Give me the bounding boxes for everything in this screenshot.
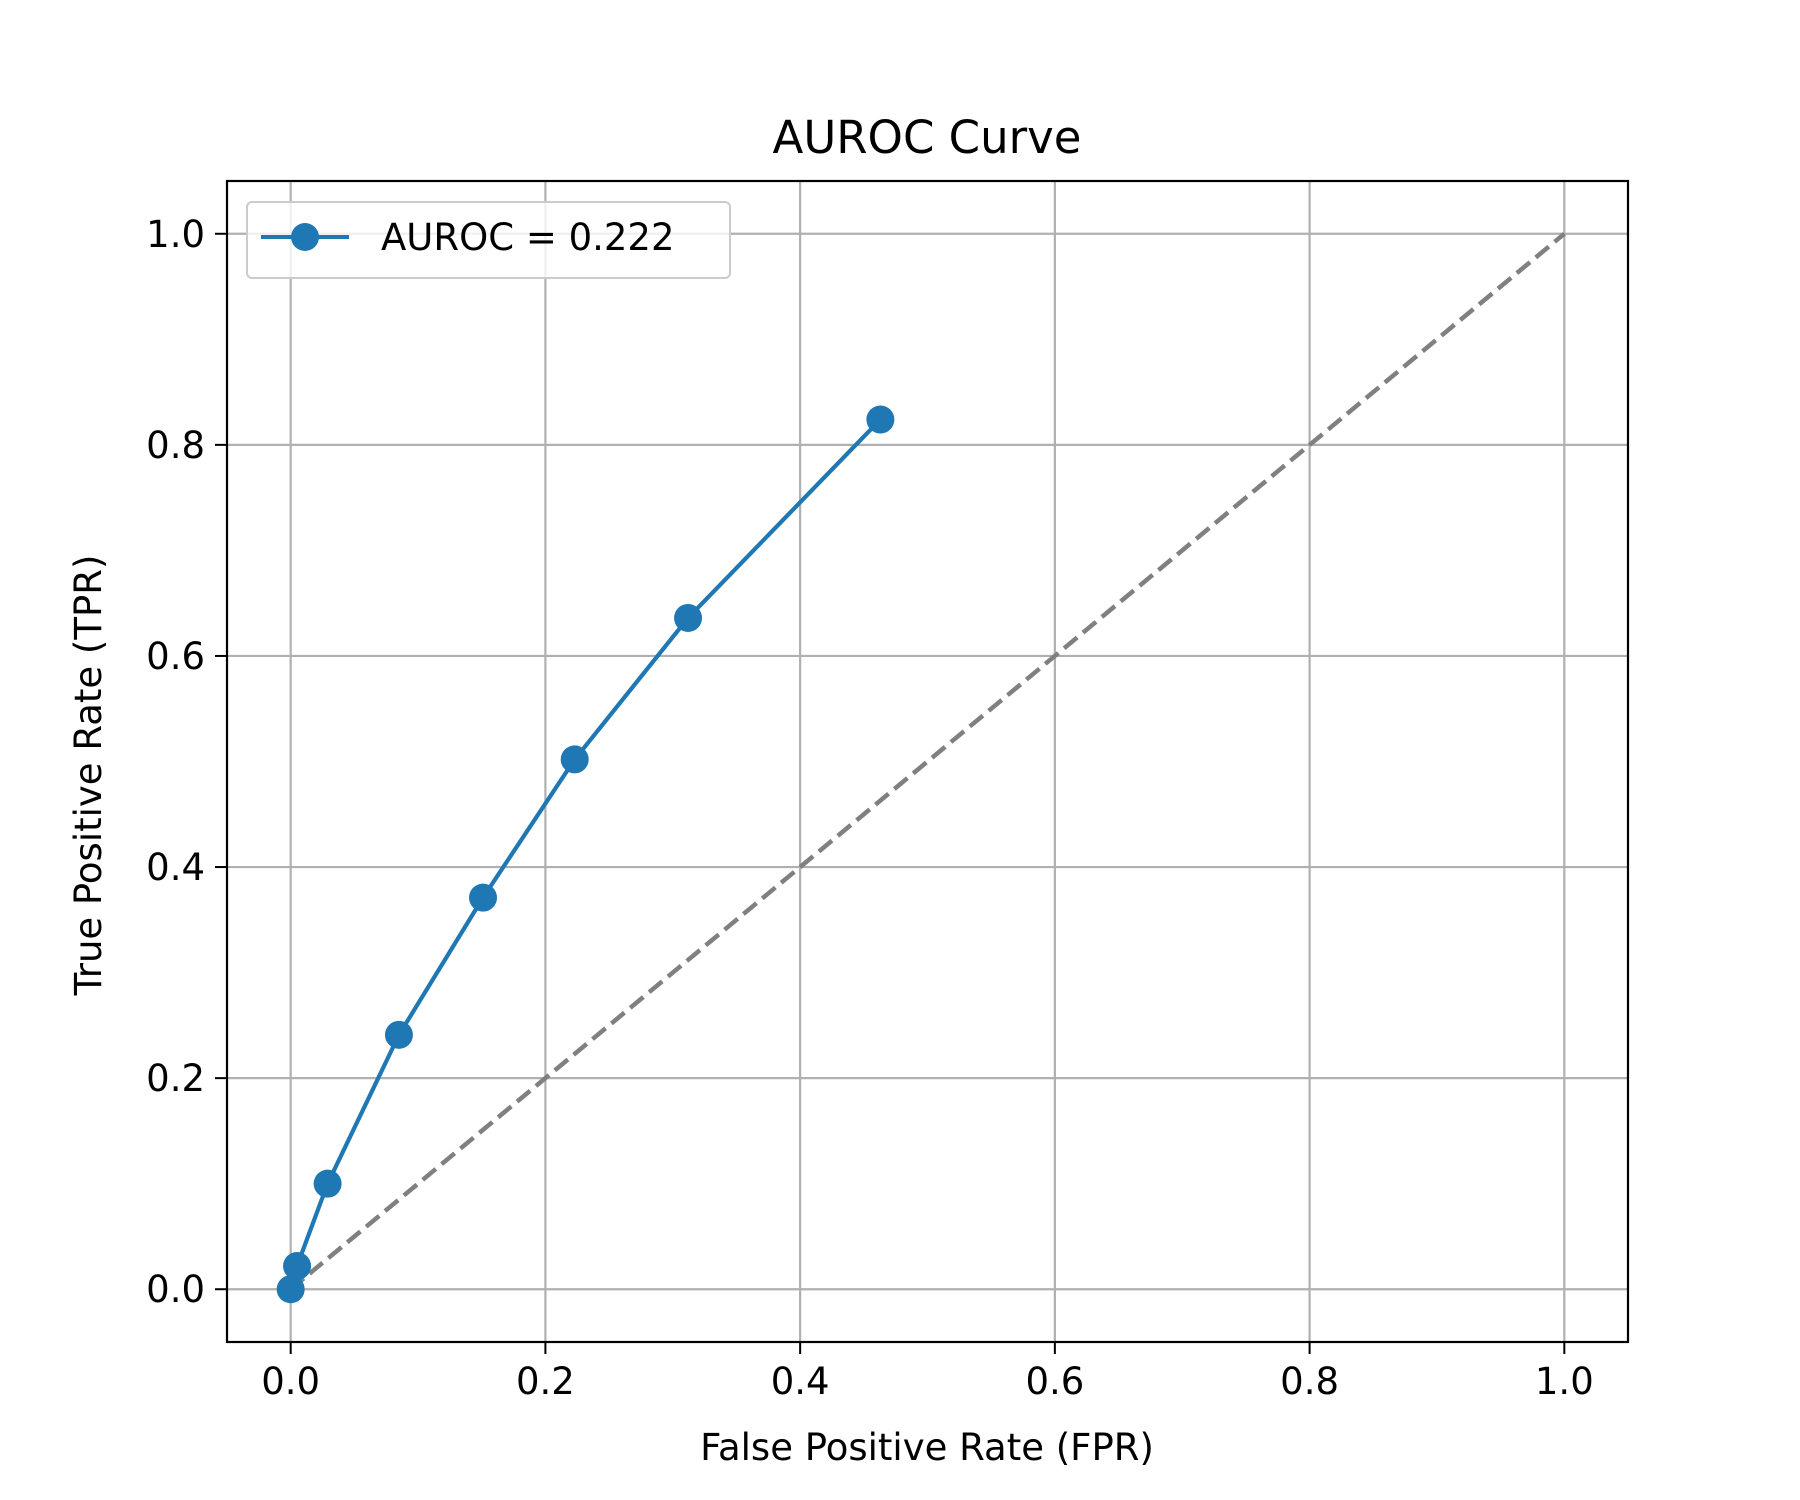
roc-point [560,745,589,774]
x-tick-label: 0.4 [771,1360,830,1403]
x-tick-label: 1.0 [1535,1360,1594,1403]
legend: AUROC = 0.222 [246,201,731,279]
y-tick-label: 0.8 [146,424,205,467]
reference-line-group [289,232,1566,1291]
grid [227,181,1628,1342]
x-tick-label: 0.8 [1280,1360,1339,1403]
series-group [276,405,895,1304]
roc-point [276,1275,305,1304]
y-tick-label: 0.2 [146,1057,205,1100]
reference-diagonal-line [289,232,1566,1291]
roc-point [674,603,703,632]
x-axis-label: False Positive Rate (FPR) [700,1426,1154,1469]
y-axis-ticks: 0.0 0.2 0.4 0.6 0.8 1.0 [146,213,227,1311]
legend-marker-sample [291,223,319,251]
x-axis-ticks: 0.0 0.2 0.4 0.6 0.8 1.0 [261,1342,1594,1403]
y-tick-label: 0.4 [146,846,205,889]
plot-frame [225,179,1630,1344]
roc-point [283,1252,312,1281]
legend-box [246,201,731,279]
roc-point [866,405,895,434]
y-tick-label: 1.0 [146,213,205,256]
y-tick-label: 0.0 [146,1268,205,1311]
roc-point [313,1169,342,1198]
chart-title: AUROC Curve [773,111,1082,164]
x-tick-label: 0.0 [261,1360,320,1403]
roc-curve-line [288,418,882,1290]
y-axis-label: True Positive Rate (TPR) [67,555,110,997]
y-tick-label: 0.6 [146,635,205,678]
legend-entry-label: AUROC = 0.222 [381,216,675,259]
roc-point [469,883,498,912]
x-tick-label: 0.6 [1025,1360,1084,1403]
roc-point [384,1020,413,1049]
x-tick-label: 0.2 [516,1360,575,1403]
